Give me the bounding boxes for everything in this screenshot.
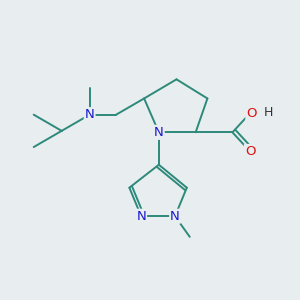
Text: O: O [246,107,257,120]
Text: N: N [170,210,180,223]
Text: O: O [245,145,255,158]
Text: N: N [136,210,146,223]
Text: N: N [154,126,164,139]
Text: N: N [85,108,94,121]
Text: H: H [264,106,273,119]
